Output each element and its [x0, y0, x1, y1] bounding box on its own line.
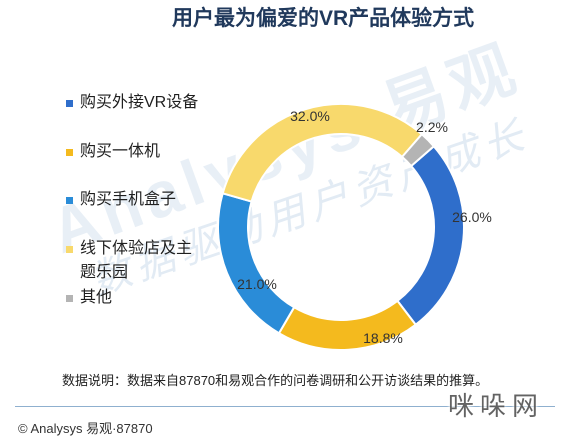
- chart-title: 用户最为偏爱的VR产品体验方式: [172, 7, 475, 30]
- copyright: © Analysys 易观·87870: [18, 421, 153, 436]
- footer-divider: [15, 406, 555, 407]
- site-watermark: 咪哚网: [448, 391, 545, 421]
- legend-marker: [66, 197, 73, 204]
- legend-item-all-in-one: 购买一体机: [66, 140, 160, 164]
- legend-label: 购买外接VR设备: [80, 94, 199, 111]
- legend-marker: [66, 246, 73, 253]
- slice-value-label: 21.0%: [237, 276, 277, 292]
- legend-label: 其他: [80, 289, 113, 306]
- slice-value-label: 2.2%: [416, 119, 448, 135]
- legend-item-phone-box: 购买手机盒子: [66, 188, 176, 212]
- legend-item-external-vr-device: 购买外接VR设备: [66, 91, 198, 115]
- slice-value-label: 18.8%: [363, 330, 403, 346]
- legend-marker: [66, 295, 73, 302]
- legend-item-other: 其他: [66, 286, 112, 310]
- donut-slice: [396, 144, 465, 327]
- legend-label: 购买一体机: [80, 143, 161, 160]
- legend-label: 线下体验店及主题乐园: [80, 240, 193, 281]
- data-note: 数据说明：数据来自87870和易观合作的问卷调研和公开访谈结果的推算。: [62, 373, 489, 388]
- legend-marker: [66, 100, 73, 107]
- legend-marker: [66, 149, 73, 156]
- slice-value-label: 26.0%: [452, 209, 492, 225]
- donut-slice: [400, 132, 436, 168]
- legend-item-offline-store-theme-park: 线下体验店及主题乐园: [66, 237, 200, 285]
- slice-value-label: 32.0%: [290, 108, 330, 124]
- legend-label: 购买手机盒子: [80, 191, 177, 208]
- donut-slice: [217, 192, 296, 335]
